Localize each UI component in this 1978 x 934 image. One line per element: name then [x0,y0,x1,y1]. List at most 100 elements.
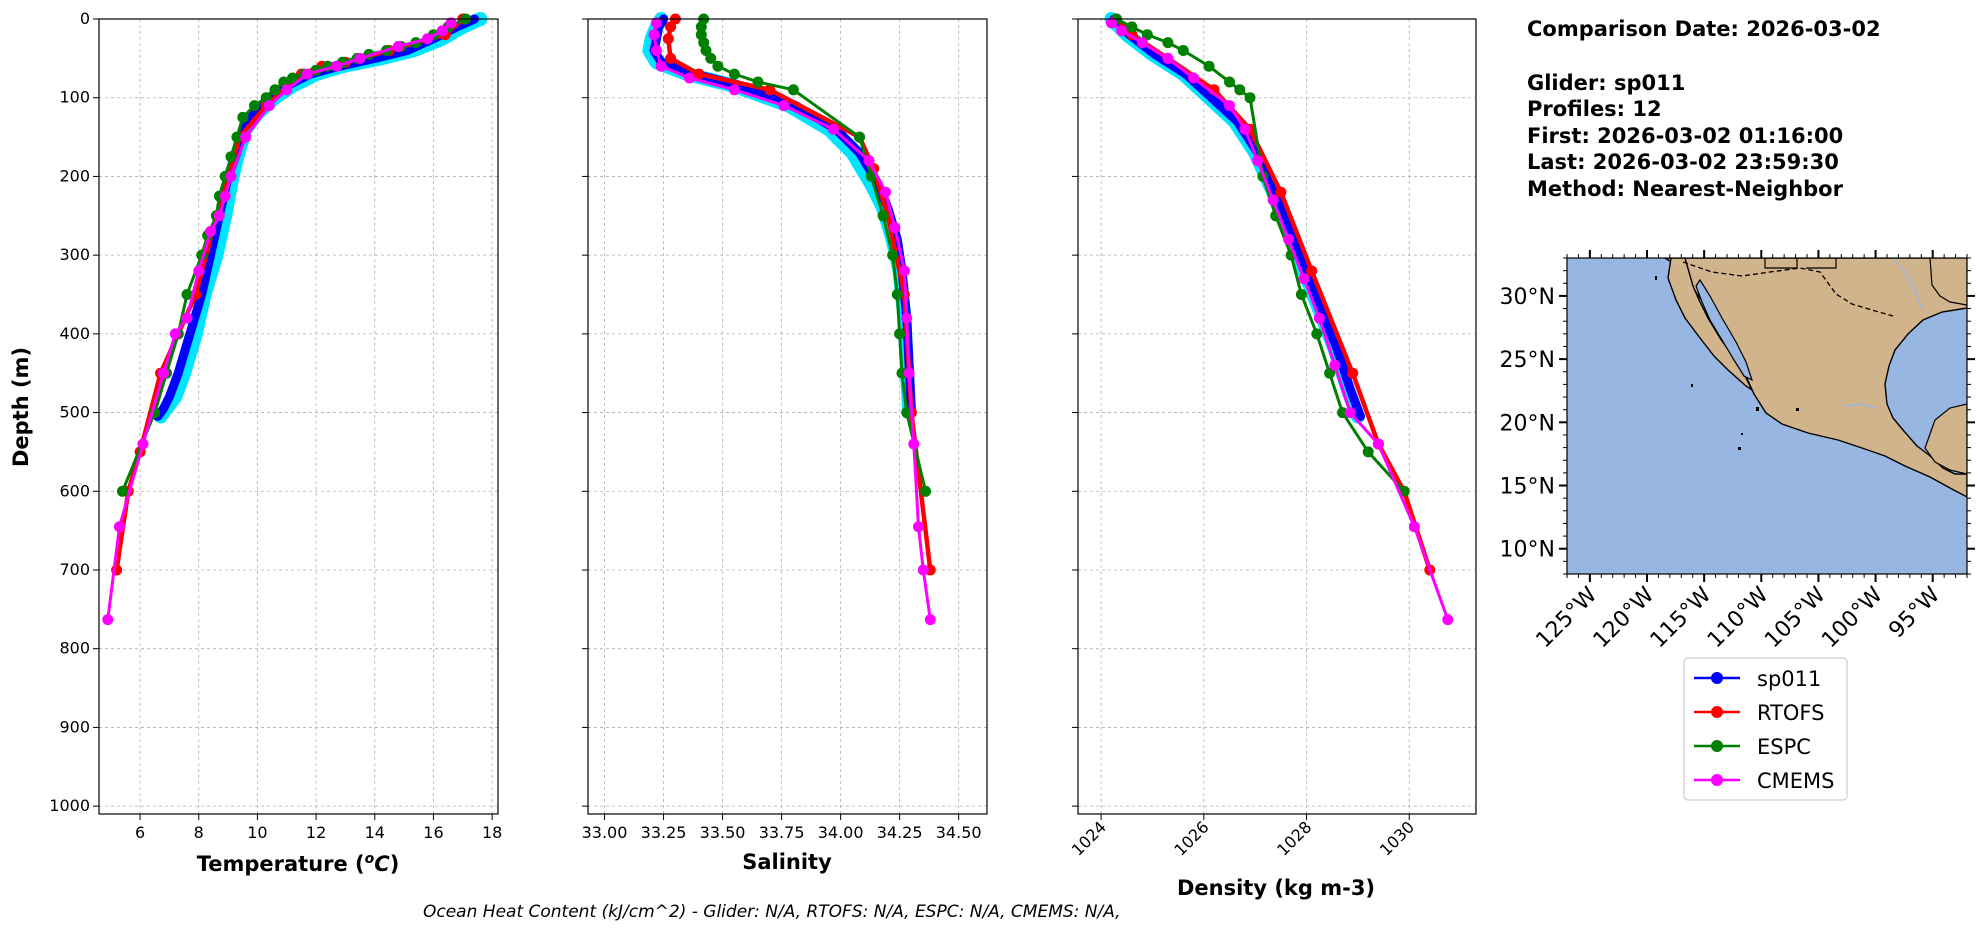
density-x-tick-label: 1026 [1170,817,1212,859]
temperature-sp011-spread [153,12,488,424]
legend-label-rtofs: RTOFS [1757,701,1824,725]
salinity-rtofs-point [662,33,674,45]
temperature-cmems-point [158,367,169,379]
ohc-footer: Ocean Heat Content (kJ/cm^2) - Glider: N… [423,902,1121,922]
density-cmems-point [1313,312,1325,324]
temperature-cmems-point [301,68,313,80]
info-comparison-date: Comparison Date: 2026-03-02 [1527,17,1881,41]
temperature-espc-point [231,131,243,143]
map-lat-tick-label: 30°N [1500,285,1555,310]
salinity-espc-point [891,289,903,300]
temperature-cmems-line [106,21,453,622]
salinity-espc-point [854,131,865,143]
density-espc-point [1337,407,1348,419]
density-x-tick-label: 1028 [1273,817,1315,859]
temperature-rtofs-line [114,16,466,573]
map-gulf-of-california [1695,278,1754,382]
salinity-cmems-point [917,564,929,576]
salinity-cmems-point [863,155,875,167]
salinity-x-tick-label: 33.75 [759,823,805,842]
info-glider: Glider: sp011 [1527,71,1685,95]
salinity-cmems-point [684,72,695,84]
density-sp011-spread [1104,12,1365,424]
density-x-tick-label: 1024 [1068,817,1110,859]
density-cmems-line [1109,21,1450,622]
density-cmems-point [1329,359,1341,371]
salinity-cmems-point [778,100,790,112]
density-cmems-point [1162,52,1174,64]
map-lat-tick-label: 25°N [1500,348,1555,373]
salinity-espc-point [865,170,877,182]
map-land-yucatan [1924,403,1967,475]
salinity-cmems-point [880,186,891,198]
legend-label-cmems: CMEMS [1757,769,1835,793]
map-island [1796,408,1799,411]
temperature-cmems-point [392,41,404,52]
salinity-axes-frame [587,18,988,815]
salinity-espc-point [728,68,740,80]
salinity-x-tick-label: 33.00 [582,823,628,842]
depth-y-tick-label: 200 [59,166,90,185]
salinity-panel: 33.00 33.25 33.50 33.75 34.00 34.25 34.50 Sali… [582,12,988,874]
legend-marker-cmems [1711,774,1723,786]
density-espc-point [1311,328,1323,340]
map-island [1691,384,1693,387]
depth-y-tick-label: 500 [59,403,90,422]
salinity-espc-point [752,76,764,88]
map-island [1655,276,1657,280]
salinity-x-tick-label: 34.25 [877,823,923,842]
depth-y-tick-label: 100 [59,88,90,107]
density-cmems-point [1224,100,1235,112]
salinity-espc-point [877,210,889,222]
density-cmems-point [1442,614,1454,626]
info-profiles: Profiles: 12 [1527,97,1662,121]
density-espc-point [1224,76,1235,88]
map-lon-tick-label: 115°W [1646,582,1717,653]
temperature-cmems-point [137,438,149,450]
salinity-rtofs-point [665,52,677,64]
temperature-cmems-point [354,52,366,64]
temperature-cmems-point [114,521,125,533]
density-espc-point [1244,92,1256,104]
salinity-cmems-point [901,312,913,324]
density-cmems-point [1372,438,1384,450]
info-first: First: 2026-03-02 01:16:00 [1527,124,1843,148]
salinity-cmems-point [924,614,936,626]
temperature-axes-frame [98,18,499,815]
temperature-x-tick-label: 12 [306,823,326,842]
density-rtofs-point [1306,265,1318,277]
salinity-cmems-point [651,17,662,29]
temperature-cmems-point [436,25,448,37]
temperature-cmems-point [213,210,225,222]
map-border-us-mexico [1682,261,1894,317]
density-rtofs-point [1347,367,1359,379]
density-espc-point [1295,289,1307,300]
salinity-cmems-point [903,367,915,379]
temperature-x-tick-label: 18 [482,823,502,842]
density-espc-point [1362,446,1374,458]
temperature-sp011-line [153,14,479,421]
temperature-espc-point [117,485,128,497]
temperature-espc-point [249,100,260,112]
temperature-espc-point [225,151,237,163]
density-cmems-point [1239,123,1251,135]
temperature-espc-point [181,289,193,300]
salinity-rtofs-point [693,68,705,80]
salinity-espc-point [712,60,724,72]
temperature-x-tick-label: 10 [247,823,267,842]
salinity-espc-point [705,52,717,64]
depth-y-tick-label: 1000 [49,796,90,815]
temperature-cmems-point [102,614,114,626]
temperature-x-tick-label: 8 [194,823,204,842]
legend-label-espc: ESPC [1757,735,1811,759]
salinity-series [648,13,936,626]
temperature-cmems-point [331,60,343,72]
salinity-ticks: 33.00 33.25 33.50 33.75 34.00 34.25 34.50 [582,18,982,842]
temperature-panel: 6 8 10 12 14 16 18 0 100 200 300 400 500 600 700 800 900… [9,9,502,876]
salinity-x-tick-label: 33.50 [700,823,746,842]
depth-y-tick-label: 700 [59,560,90,579]
salinity-x-tick-label: 34.00 [818,823,864,842]
salinity-x-tick-label: 33.25 [641,823,687,842]
salinity-espc-point [894,328,906,340]
density-cmems-point [1298,273,1310,285]
